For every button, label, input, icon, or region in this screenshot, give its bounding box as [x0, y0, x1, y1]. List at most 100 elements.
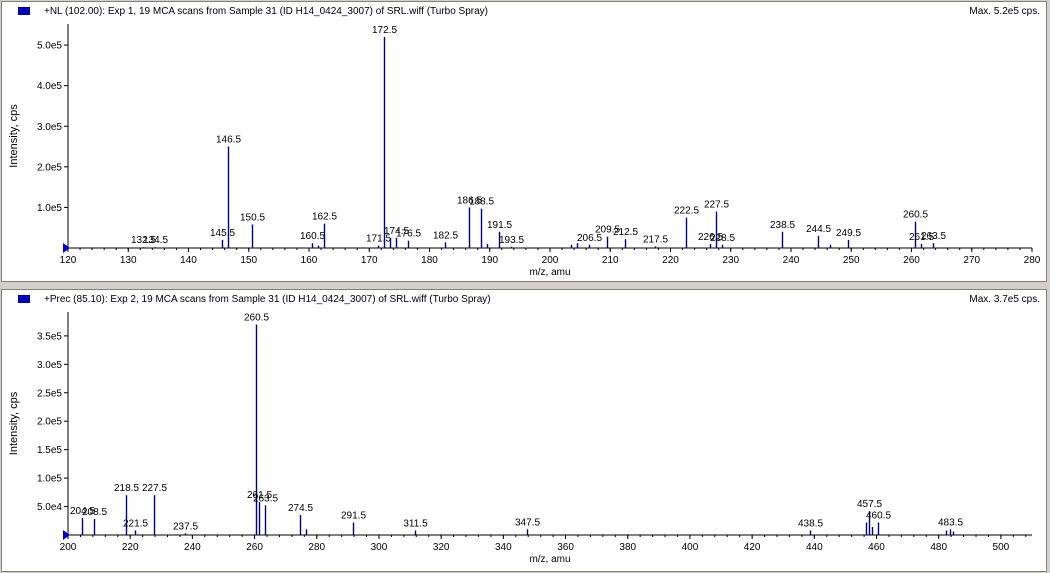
y-tick-label: 2.0e5	[37, 162, 62, 173]
peak-label: 193.5	[499, 235, 524, 246]
x-tick-label: 240	[783, 255, 800, 266]
y-tick-label: 2.5e5	[37, 388, 62, 399]
x-tick-label: 210	[602, 255, 619, 266]
peak-label: 212.5	[613, 227, 638, 238]
max-intensity: Max. 3.7e5 cps.	[969, 294, 1040, 305]
y-tick-label: 5.0e4	[37, 502, 62, 513]
peak-label: 186.5	[457, 195, 482, 206]
peak-label: 226.5	[698, 232, 723, 243]
peak-label: 171.5	[366, 234, 391, 245]
peak-label: 238.5	[770, 220, 795, 231]
x-tick-label: 280	[308, 542, 325, 553]
peak-label: 244.5	[806, 224, 831, 235]
peak-label: 206.5	[577, 233, 602, 244]
x-tick-label: 220	[662, 255, 679, 266]
origin-marker-icon	[63, 243, 70, 253]
x-tick-label: 250	[843, 255, 860, 266]
y-tick-label: 4.0e5	[37, 81, 62, 92]
x-tick-label: 300	[371, 542, 388, 553]
pane-title: +NL (102.00): Exp 1, 19 MCA scans from S…	[44, 6, 489, 17]
pane-splitter[interactable]	[0, 282, 1050, 289]
peak-label: 457.5	[857, 499, 882, 510]
spectrum-chart-prec[interactable]: 200 220 240 260 280 300 320 340 360 380 400 420 440 4…	[2, 290, 1046, 571]
x-tick-label: 120	[60, 255, 77, 266]
x-tick-label: 260	[903, 255, 920, 266]
peak-label: 227.5	[142, 483, 167, 494]
x-tick-label: 270	[963, 255, 980, 266]
spectrum-pane-nl[interactable]: +NL (102.00): Exp 1, 19 MCA scans from S…	[1, 1, 1047, 282]
pane-title: +Prec (85.10): Exp 2, 19 MCA scans from …	[44, 294, 491, 305]
x-tick-label: 130	[120, 255, 137, 266]
peak-label: 222.5	[674, 206, 699, 217]
x-tick-label: 500	[993, 542, 1010, 553]
x-axis-label: m/z, amu	[529, 267, 570, 278]
y-axis-label: Intensity, cps	[8, 104, 20, 168]
peak-label: 221.5	[123, 518, 148, 529]
x-tick-label: 140	[180, 255, 197, 266]
peak-label: 134.5	[143, 235, 168, 246]
x-tick-label: 340	[495, 542, 512, 553]
x-tick-label: 440	[806, 542, 823, 553]
x-tick-label: 420	[744, 542, 761, 553]
x-tick-label: 380	[619, 542, 636, 553]
x-tick-label: 400	[682, 542, 699, 553]
x-tick-label: 280	[1024, 255, 1041, 266]
x-tick-label: 260	[246, 542, 263, 553]
max-intensity: Max. 5.2e5 cps.	[969, 6, 1040, 17]
peak-label: 172.5	[372, 25, 397, 36]
y-tick-label: 3.0e5	[37, 360, 62, 371]
peak-label: 460.5	[866, 510, 891, 521]
x-tick-label: 480	[930, 542, 947, 553]
peak-label: 260.5	[903, 210, 928, 221]
x-tick-label: 230	[722, 255, 739, 266]
y-tick-label: 2.0e5	[37, 417, 62, 428]
x-tick-label: 150	[240, 255, 257, 266]
y-axis-label: Intensity, cps	[8, 391, 20, 455]
peak-label: 209.5	[595, 225, 620, 236]
peak-label: 311.5	[403, 518, 428, 529]
x-tick-label: 320	[433, 542, 450, 553]
origin-marker-icon	[63, 530, 70, 540]
peak-label: 261.5	[909, 232, 934, 243]
peak-label: 217.5	[643, 234, 668, 245]
x-tick-label: 160	[301, 255, 318, 266]
peak-label: 261.5	[247, 490, 272, 501]
peak-label: 274.5	[288, 503, 313, 514]
x-tick-label: 190	[481, 255, 498, 266]
peak-label: 483.5	[938, 517, 963, 528]
peak-label: 237.5	[173, 521, 198, 532]
spectrum-chart-nl[interactable]: 120 130 140 150 160 170 180 190 200 210 220 230 240 2…	[2, 2, 1046, 281]
peak-label: 291.5	[341, 510, 366, 521]
y-tick-label: 3.5e5	[37, 331, 62, 342]
peak-label: 132.5	[131, 235, 156, 246]
x-tick-label: 200	[60, 542, 77, 553]
peak-label: 227.5	[704, 199, 729, 210]
pane-select-icon[interactable]	[18, 295, 30, 303]
peak-label: 191.5	[487, 220, 512, 231]
x-axis-label: m/z, amu	[529, 554, 570, 565]
x-tick-label: 240	[184, 542, 201, 553]
peak-label: 146.5	[216, 135, 241, 146]
peak-label: 347.5	[515, 517, 540, 528]
peak-label: 228.5	[710, 233, 735, 244]
peak-label: 150.5	[240, 212, 265, 223]
peak-label: 176.5	[396, 229, 421, 240]
y-tick-label: 1.0e5	[37, 203, 62, 214]
y-tick-label: 5.0e5	[37, 41, 62, 52]
peak-label: 174.5	[384, 226, 409, 237]
peak-label: 438.5	[798, 518, 823, 529]
peak-label: 218.5	[114, 483, 139, 494]
peak-label: 160.5	[300, 231, 325, 242]
spectrum-pane-prec[interactable]: +Prec (85.10): Exp 2, 19 MCA scans from …	[1, 289, 1047, 572]
peak-label: 249.5	[836, 228, 861, 239]
y-tick-label: 1.5e5	[37, 445, 62, 456]
x-tick-label: 360	[557, 542, 574, 553]
x-tick-label: 200	[542, 255, 559, 266]
pane-select-icon[interactable]	[18, 7, 30, 15]
peak-label: 208.5	[82, 507, 107, 518]
peak-label: 162.5	[312, 212, 337, 223]
peak-label: 263.5	[921, 231, 946, 242]
peak-label: 263.5	[253, 493, 278, 504]
y-tick-label: 3.0e5	[37, 122, 62, 133]
x-tick-label: 180	[421, 255, 438, 266]
